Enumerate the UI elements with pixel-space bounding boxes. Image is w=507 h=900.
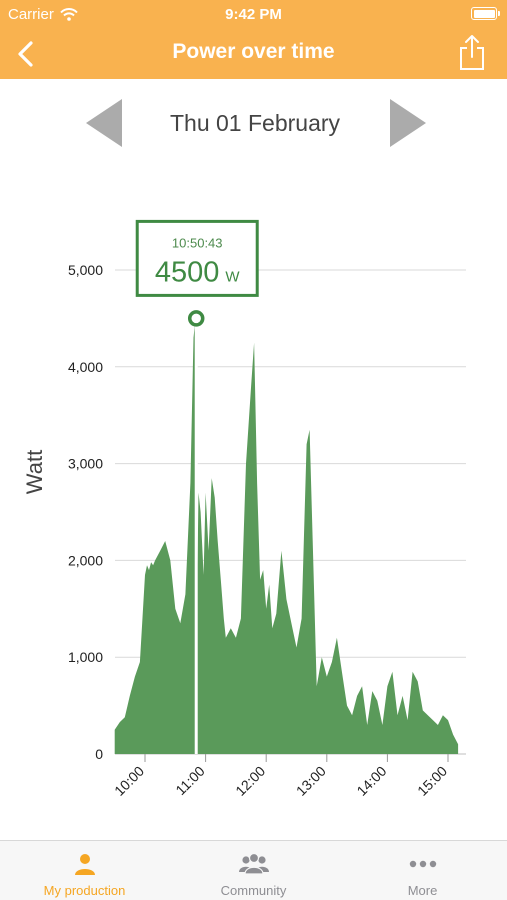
group-icon: [238, 852, 269, 875]
tooltip-value: 4500 W: [155, 256, 241, 288]
header-bar: Carrier 9:42 PM Power over time: [0, 0, 507, 79]
selection-marker[interactable]: [187, 310, 205, 327]
y-axis: 0 1,000 2,000 3,000 4,000 5,000: [68, 262, 103, 762]
y-tick-label: 4,000: [68, 359, 103, 375]
tab-community[interactable]: Community: [169, 841, 338, 900]
y-tick-label: 0: [95, 746, 103, 762]
power-chart[interactable]: 0 1,000 2,000 3,000 4,000 5,000 Watt 10:50:43…: [0, 150, 507, 840]
page-title: Power over time: [172, 40, 335, 63]
status-bar: Carrier 9:42 PM: [0, 0, 507, 28]
tab-my-production[interactable]: My production: [0, 841, 169, 900]
x-tick-label: 10:00: [111, 763, 147, 799]
tab-label: More: [407, 883, 438, 898]
tab-label: Community: [220, 883, 287, 898]
date-label: Thu 01 February: [169, 110, 341, 136]
tab-label: My production: [43, 883, 126, 898]
next-day-arrow-icon[interactable]: [388, 98, 428, 148]
power-area-series[interactable]: [114, 318, 459, 754]
y-tick-label: 2,000: [68, 552, 103, 568]
value-tooltip: 10:50:43 4500 W: [135, 219, 259, 297]
y-tick-label: 5,000: [68, 262, 103, 278]
carrier-label: Carrier: [8, 6, 54, 23]
tooltip-unit: W: [225, 268, 240, 285]
x-tick-label: 15:00: [414, 763, 450, 799]
carrier: Carrier: [8, 6, 78, 23]
status-time: 9:42 PM: [225, 6, 282, 23]
x-tick-label: 12:00: [232, 763, 268, 799]
y-tick-label: 3,000: [68, 456, 103, 472]
tab-bar: My production Community More: [0, 840, 507, 900]
back-chevron-icon[interactable]: [6, 34, 46, 74]
x-axis: 10:00 11:00 12:00 13:00 14:00 15:00: [111, 754, 450, 799]
share-icon[interactable]: [457, 32, 487, 72]
date-navigator: Thu 01 February: [0, 96, 507, 150]
person-icon: [74, 854, 95, 875]
x-tick-label: 14:00: [353, 763, 389, 799]
tooltip-value-number: 4500: [155, 256, 220, 288]
wifi-icon: [60, 8, 78, 21]
tooltip-box: [135, 219, 259, 297]
tooltip-time: 10:50:43: [172, 235, 223, 250]
previous-day-arrow-icon[interactable]: [84, 98, 124, 148]
more-dots-icon: [409, 860, 436, 868]
navigation-bar: Power over time: [0, 28, 507, 79]
y-axis-label: Watt: [22, 450, 47, 494]
battery-icon: [471, 7, 500, 20]
y-tick-label: 1,000: [68, 649, 103, 665]
x-tick-label: 13:00: [293, 763, 329, 799]
tab-more[interactable]: More: [338, 841, 507, 900]
x-tick-label: 11:00: [172, 763, 208, 799]
